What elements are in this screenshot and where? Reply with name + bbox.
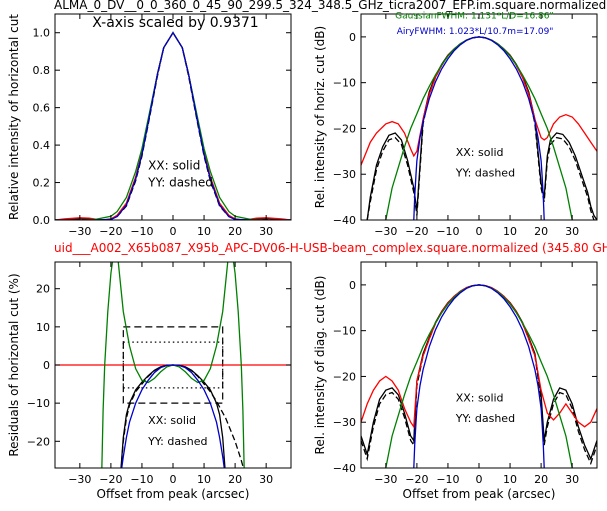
series-line-4: [413, 36, 545, 220]
x-tick-label: −30: [374, 473, 397, 486]
x-tick-label: 0: [476, 473, 483, 486]
series-line-2: [55, 31, 291, 220]
series-line-4: [55, 31, 291, 220]
y-tick-label: −30: [333, 416, 356, 429]
chart-panels: −30 −20 −10 0 10 20 30 0.0 0.2 0.4 0.6 0.8 1.0 Relati…: [7, 12, 598, 501]
series-line-1: [361, 284, 597, 466]
x-tick-label: −20: [405, 225, 428, 238]
panel-p3: −30 −20 −10 0 10 20 30 −20 −10 0 10 20 Residuals of …: [7, 261, 292, 501]
y-tick-label: −30: [333, 168, 356, 181]
x-tick-label: 20: [228, 225, 242, 238]
y-tick-label: 0: [349, 31, 356, 44]
annotation-text: XX: solid: [148, 158, 200, 172]
y-tick-label: −40: [333, 214, 356, 227]
x-tick-label: −30: [68, 225, 91, 238]
x-tick-label: 10: [197, 225, 211, 238]
panel-p4: −30 −20 −10 0 10 20 30 −40 −30 −20 −10 0 Rel. intens…: [313, 261, 598, 501]
x-tick-label: −20: [99, 225, 122, 238]
x-tick-label: −10: [436, 473, 459, 486]
x-tick-label: 10: [197, 473, 211, 486]
y-tick-label: 0.0: [33, 214, 51, 227]
series-line-3: [55, 31, 291, 220]
x-tick-label: 10: [503, 225, 517, 238]
plot-frame: [360, 261, 598, 469]
series-line-0: [361, 284, 597, 461]
annotation-text: YY: dashed: [147, 435, 207, 448]
y-tick-label: 0.6: [33, 102, 51, 115]
y-tick-label: −10: [333, 77, 356, 90]
x-tick-label: 0: [170, 473, 177, 486]
y-tick-label: 0.4: [33, 139, 51, 152]
x-tick-label: 30: [565, 225, 579, 238]
y-tick-label: 0.2: [33, 177, 51, 190]
y-tick-label: −40: [333, 462, 356, 475]
x-tick-label: 0: [476, 225, 483, 238]
series-line-0: [55, 31, 291, 220]
series-line-2: [361, 284, 597, 429]
series-line-2: [120, 364, 245, 468]
y-tick-label: −20: [333, 122, 356, 135]
y-axis-label: Rel. intensity of horiz. cut (dB): [313, 26, 327, 208]
y-axis-label: Rel. intensity of diag. cut (dB): [313, 276, 327, 455]
y-tick-label: 0: [43, 359, 50, 372]
x-tick-label: 30: [565, 473, 579, 486]
y-tick-label: −10: [27, 397, 50, 410]
x-tick-label: 30: [259, 225, 273, 238]
series-line-4: [121, 364, 225, 468]
x-tick-label: −10: [436, 225, 459, 238]
y-axis-label: Relative intensity of horizontal cut: [7, 14, 21, 220]
y-tick-label: 1.0: [33, 27, 51, 40]
annotation-text: YY: dashed: [147, 175, 213, 189]
x-tick-label: 20: [534, 225, 548, 238]
x-tick-label: −20: [99, 473, 122, 486]
y-tick-label: −20: [27, 435, 50, 448]
x-tick-label: 0: [170, 225, 177, 238]
x-tick-label: −10: [130, 473, 153, 486]
x-tick-label: 10: [503, 473, 517, 486]
annotation-text: XX: solid: [456, 392, 504, 405]
x-tick-label: 20: [534, 473, 548, 486]
x-axis-label: Offset from peak (arcsec): [97, 487, 250, 501]
plot-frame: [360, 13, 598, 221]
y-tick-label: 0: [349, 279, 356, 292]
annotation-text: YY: dashed: [455, 167, 515, 180]
panel-p2: −30 −20 −10 0 10 20 30 −40 −30 −20 −10 0 Rel. intens…: [313, 12, 598, 238]
annotation-text: XX: solid: [148, 414, 196, 427]
annotation-text: X-axis scaled by 0.9371: [92, 15, 258, 31]
annotation-text: YY: dashed: [455, 412, 515, 425]
y-axis-label: Residuals of horizontal cut (%): [7, 273, 21, 456]
y-tick-label: −20: [333, 370, 356, 383]
panel-p1: −30 −20 −10 0 10 20 30 0.0 0.2 0.4 0.6 0.8 1.0 Relati…: [7, 13, 292, 238]
annotation-text: GaussianFWHM: 1.131*L/D=16.86": [395, 12, 553, 22]
x-tick-label: 30: [259, 473, 273, 486]
x-tick-label: −10: [130, 225, 153, 238]
y-tick-label: 10: [36, 321, 50, 334]
x-tick-label: −20: [405, 473, 428, 486]
figure-subtitle: uid___A002_X65b087_X95b_APC-DV06-H-USB-b…: [54, 241, 607, 255]
y-tick-label: −10: [333, 325, 356, 338]
x-tick-label: 20: [228, 473, 242, 486]
x-axis-label: Offset from peak (arcsec): [403, 487, 556, 501]
y-tick-label: 20: [36, 283, 50, 296]
series-line-1: [55, 31, 291, 220]
annotation-text: AiryFWHM: 1.023*L/10.7m=17.09": [397, 27, 554, 37]
x-tick-label: −30: [68, 473, 91, 486]
x-tick-label: −30: [374, 225, 397, 238]
y-tick-label: 0.8: [33, 64, 51, 77]
figure-title: ALMA_0_DV__0_0_360_0_45_90_299.5_324_348…: [54, 0, 607, 12]
annotation-text: XX: solid: [456, 146, 504, 159]
series-line-4: [413, 284, 545, 468]
